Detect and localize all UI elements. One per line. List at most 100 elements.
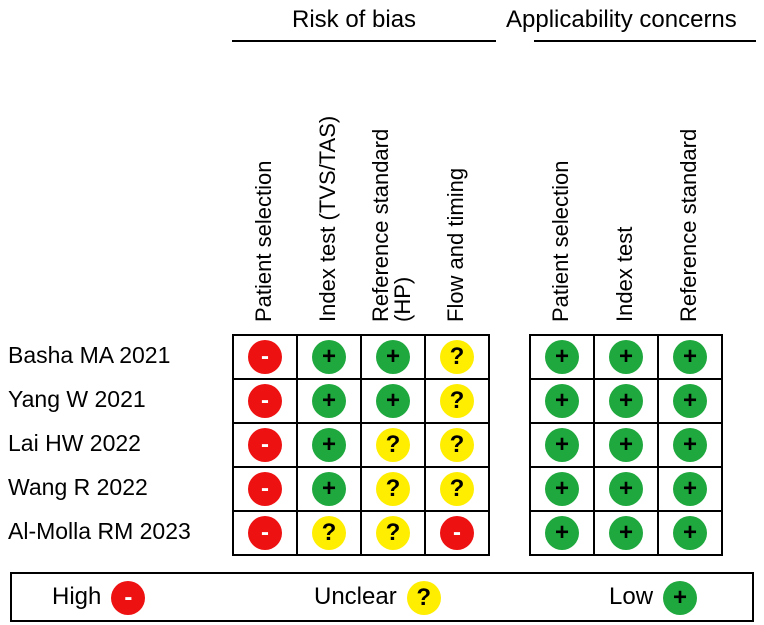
risk-of-bias-cell: ? <box>424 466 490 512</box>
applicability-cell: + <box>593 510 659 556</box>
applicability-cell: + <box>529 466 595 512</box>
risk-of-bias-rule <box>232 40 496 42</box>
risk-of-bias-cell: ? <box>360 422 426 468</box>
low-risk-icon: + <box>545 384 579 418</box>
table-row: - +?? <box>232 422 490 468</box>
high-risk-icon: - <box>248 340 282 374</box>
high-risk-icon: - <box>248 472 282 506</box>
table-row: - + +? <box>232 334 490 380</box>
legend-label-low: Low <box>609 583 654 610</box>
unclear-risk-icon: ? <box>376 428 410 462</box>
low-risk-icon: + <box>545 340 579 374</box>
study-label: Lai HW 2022 <box>8 430 141 456</box>
legend-label-high: High <box>52 583 102 610</box>
applicability-cell: + <box>593 466 659 512</box>
applicability-column-header-0: Patient selection <box>548 160 573 322</box>
applicability-cell: + <box>529 334 595 380</box>
risk-of-bias-cell: - <box>232 466 298 512</box>
low-risk-icon: + <box>545 472 579 506</box>
risk-of-bias-cell: + <box>296 334 362 380</box>
applicability-grid: + + + + + + + + + + + + + + + <box>529 334 723 556</box>
low-risk-icon: + <box>609 516 643 550</box>
risk-of-bias-cell: - <box>232 334 298 380</box>
high-risk-icon: - <box>111 580 146 615</box>
low-risk-icon: + <box>312 472 346 506</box>
low-risk-icon: + <box>376 384 410 418</box>
high-risk-icon: - <box>248 384 282 418</box>
legend: High - Unclear? Low + <box>10 572 754 622</box>
study-label: Wang R 2022 <box>8 474 148 500</box>
applicability-cell: + <box>657 466 723 512</box>
risk-of-bias-cell: ? <box>360 466 426 512</box>
table-row: + + + <box>529 334 723 380</box>
low-risk-icon: + <box>673 428 707 462</box>
risk-column-header-0: Patient selection <box>251 160 276 322</box>
high-risk-icon: - <box>440 516 474 550</box>
low-risk-icon: + <box>609 428 643 462</box>
low-risk-icon: + <box>312 428 346 462</box>
legend-item-unclear: Unclear? <box>314 580 441 615</box>
risk-column-header-2-line-1: (HP) <box>390 276 415 322</box>
risk-of-bias-cell: + <box>296 378 362 424</box>
low-risk-icon: + <box>673 384 707 418</box>
risk-of-bias-title: Risk of bias <box>292 6 417 33</box>
applicability-cell: + <box>593 378 659 424</box>
unclear-risk-icon: ? <box>376 516 410 550</box>
risk-of-bias-grid: - + +? - + +? - +?? - +?? -?? - <box>232 334 490 556</box>
risk-of-bias-cell: + <box>296 466 362 512</box>
low-risk-icon: + <box>609 340 643 374</box>
high-risk-icon: - <box>248 428 282 462</box>
table-row: + + + <box>529 422 723 468</box>
table-row: - + +? <box>232 378 490 424</box>
low-risk-icon: + <box>609 472 643 506</box>
risk-of-bias-cell: - <box>232 422 298 468</box>
risk-of-bias-cell: - <box>424 510 490 556</box>
unclear-risk-icon: ? <box>440 340 474 374</box>
table-row: + + + <box>529 378 723 424</box>
legend-label-unclear: Unclear <box>314 583 397 610</box>
legend-item-high: High - <box>52 580 146 615</box>
risk-of-bias-cell: ? <box>424 334 490 380</box>
low-risk-icon: + <box>673 516 707 550</box>
unclear-risk-icon: ? <box>312 516 346 550</box>
risk-of-bias-cell: ? <box>296 510 362 556</box>
risk-column-header-1: Index test (TVS/TAS) <box>315 115 340 322</box>
applicability-cell: + <box>657 510 723 556</box>
study-label: Basha MA 2021 <box>8 342 171 368</box>
risk-of-bias-cell: - <box>232 378 298 424</box>
risk-of-bias-cell: + <box>360 378 426 424</box>
risk-of-bias-cell: + <box>360 334 426 380</box>
low-risk-icon: + <box>545 516 579 550</box>
applicability-cell: + <box>593 422 659 468</box>
table-row: + + + <box>529 510 723 556</box>
risk-column-header-3: Flow and timing <box>443 167 468 322</box>
applicability-cell: + <box>529 422 595 468</box>
risk-of-bias-cell: - <box>232 510 298 556</box>
low-risk-icon: + <box>673 340 707 374</box>
low-risk-icon: + <box>609 384 643 418</box>
risk-of-bias-cell: ? <box>424 378 490 424</box>
low-risk-icon: + <box>312 340 346 374</box>
risk-column-header-2-line-0: Reference standard <box>368 128 393 322</box>
low-risk-icon: + <box>376 340 410 374</box>
unclear-risk-icon: ? <box>440 428 474 462</box>
low-risk-icon: + <box>545 428 579 462</box>
applicability-cell: + <box>529 378 595 424</box>
applicability-cell: + <box>657 378 723 424</box>
table-row: + + + <box>529 466 723 512</box>
low-risk-icon: + <box>673 472 707 506</box>
table-row: -?? - <box>232 510 490 556</box>
applicability-column-header-1: Index test <box>612 226 637 322</box>
risk-of-bias-cell: ? <box>360 510 426 556</box>
unclear-risk-icon: ? <box>440 472 474 506</box>
table-row: - +?? <box>232 466 490 512</box>
risk-of-bias-cell: + <box>296 422 362 468</box>
legend-item-low: Low + <box>609 580 698 615</box>
applicability-column-header-2: Reference standard <box>676 128 701 322</box>
high-risk-icon: - <box>248 516 282 550</box>
low-risk-icon: + <box>663 580 698 615</box>
applicability-concerns-title: Applicability concerns <box>506 6 737 33</box>
unclear-risk-icon: ? <box>440 384 474 418</box>
study-label: Yang W 2021 <box>8 386 146 412</box>
unclear-risk-icon: ? <box>376 472 410 506</box>
